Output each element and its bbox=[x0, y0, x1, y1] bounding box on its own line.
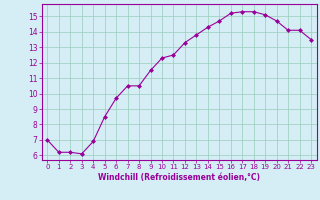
X-axis label: Windchill (Refroidissement éolien,°C): Windchill (Refroidissement éolien,°C) bbox=[98, 173, 260, 182]
